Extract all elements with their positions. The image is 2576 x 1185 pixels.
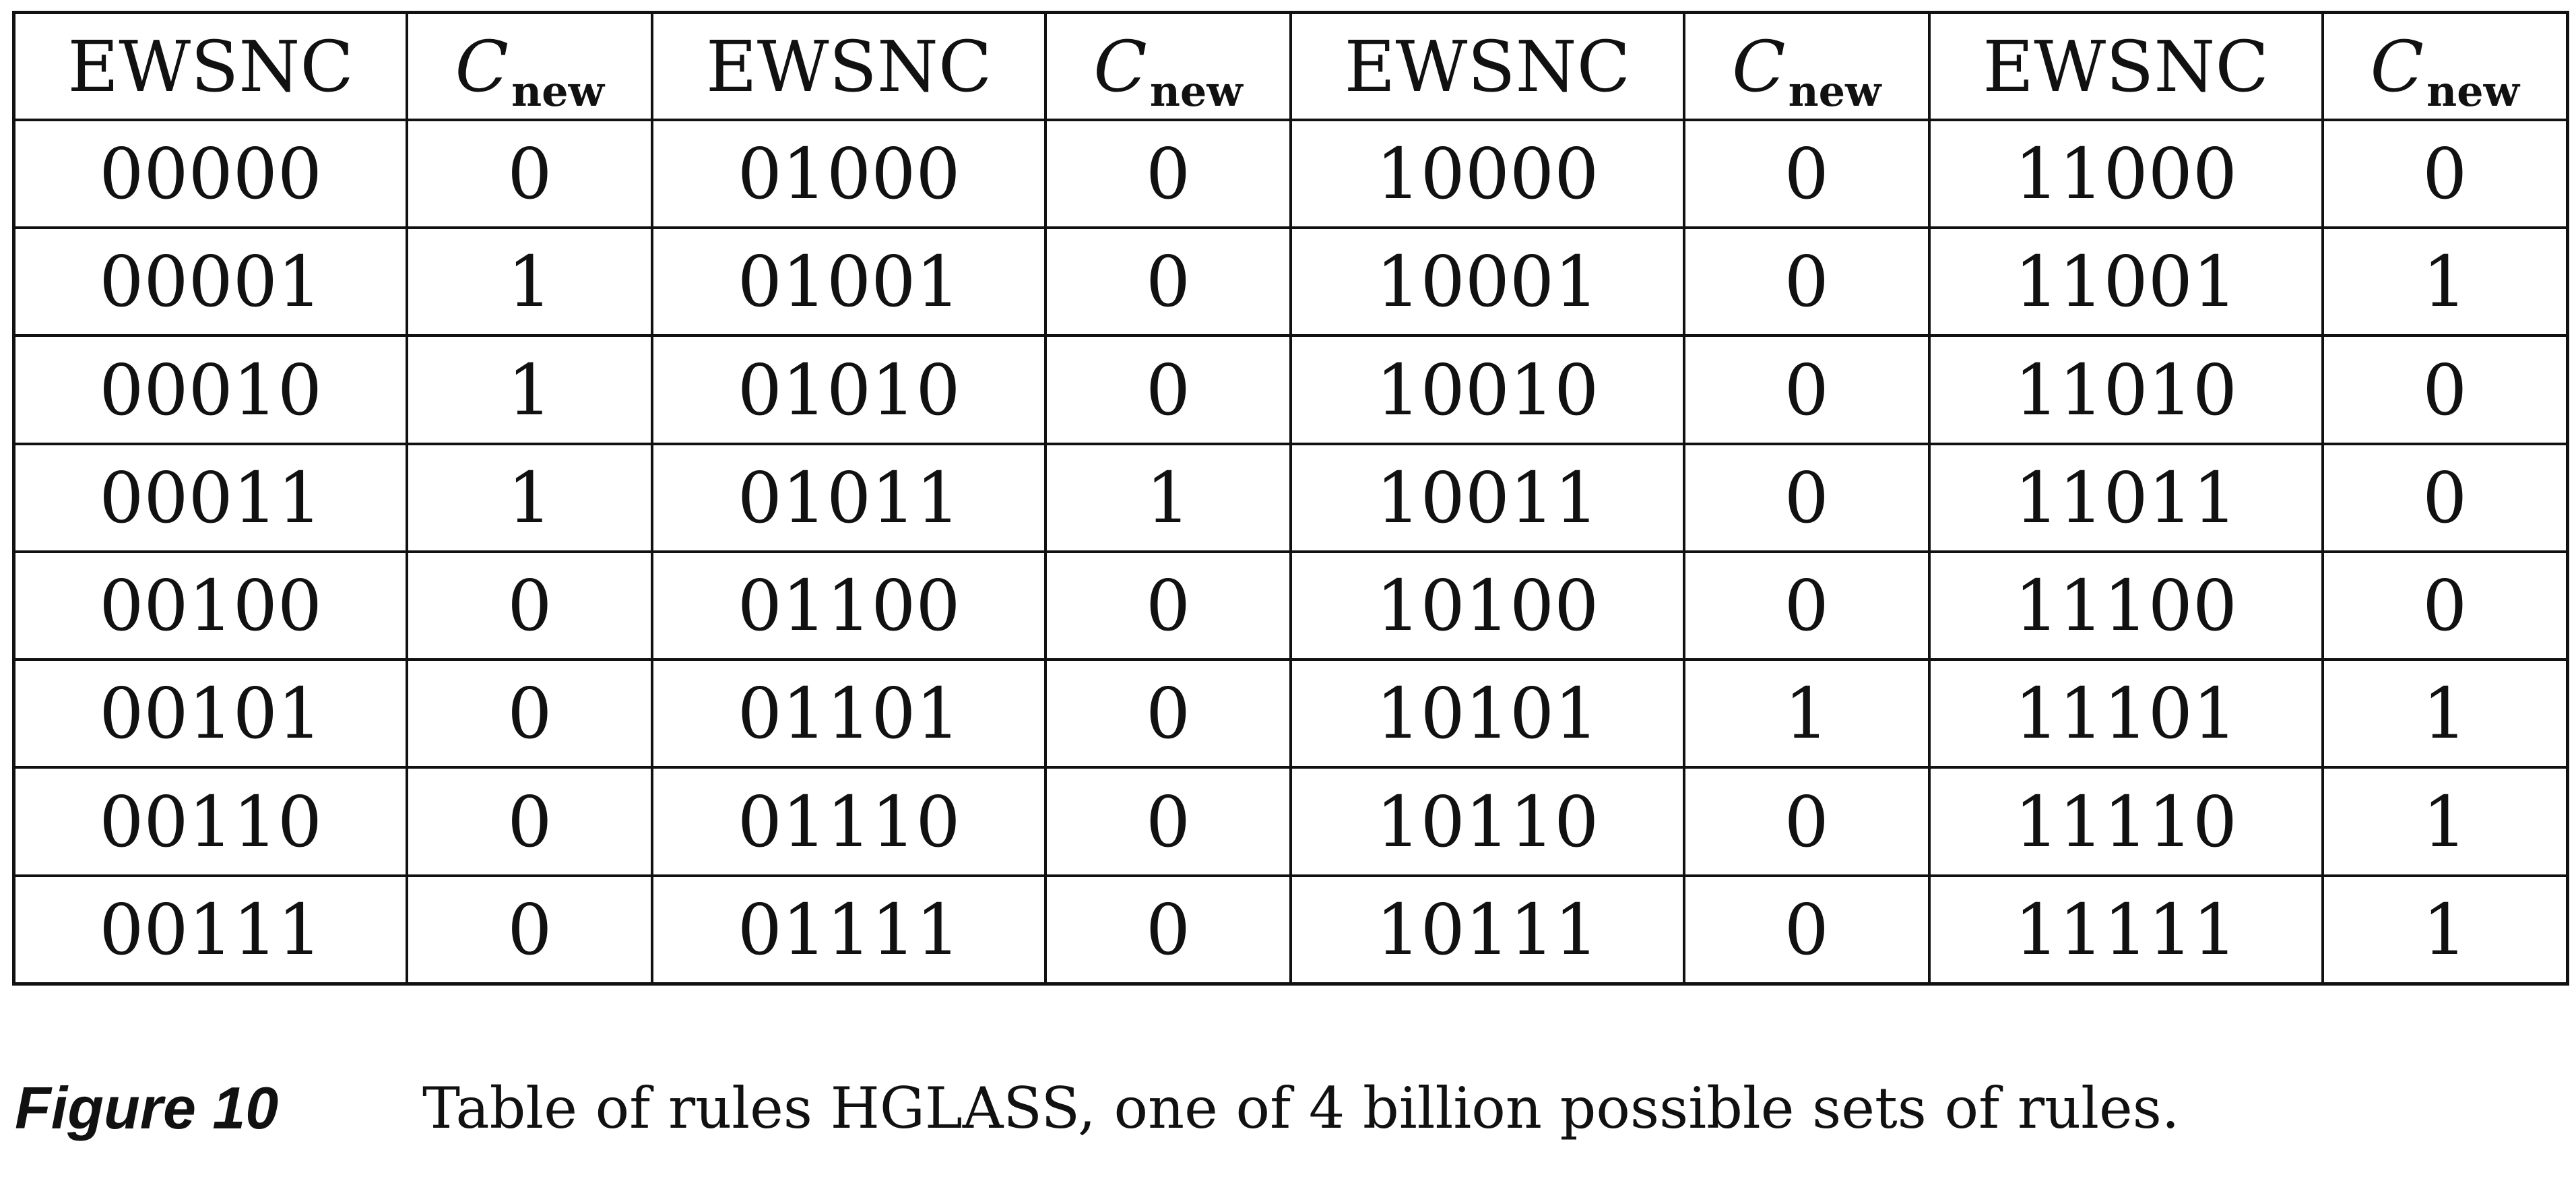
header-value-symbol: C	[1093, 25, 1147, 108]
table-row: 00001 1 01001 0 10001 0 11001 1	[12, 226, 2569, 338]
table-row: 00100 0 01100 0 10100 0 11100 0	[12, 550, 2569, 662]
rule-value-cell: 0	[1682, 874, 1931, 986]
header-value-symbol: C	[1732, 25, 1786, 108]
rule-code-cell: 10001	[1289, 226, 1685, 338]
rule-code-cell: 10110	[1289, 766, 1685, 877]
header-value-subscript: new	[511, 66, 605, 116]
rule-value-cell: 0	[1044, 118, 1292, 230]
header-code: EWSNC	[1927, 11, 2324, 121]
rule-code-cell: 11110	[1927, 766, 2324, 877]
rule-value-cell: 0	[1044, 226, 1292, 338]
rule-code-cell: 10010	[1289, 334, 1685, 445]
rule-value-cell: 0	[2321, 334, 2569, 445]
rule-code-cell: 10100	[1289, 550, 1685, 662]
rule-code-cell: 01001	[651, 226, 1048, 338]
rule-code-cell: 00110	[12, 766, 409, 877]
header-value: Cnew	[406, 11, 654, 121]
rule-value-cell: 1	[2321, 766, 2569, 877]
table-row: 00010 1 01010 0 10010 0 11010 0	[12, 334, 2569, 445]
rule-code-cell: 10000	[1289, 118, 1685, 230]
rule-value-cell: 0	[1682, 442, 1931, 553]
header-value-subscript: new	[1788, 66, 1881, 116]
rule-value-cell: 0	[2321, 118, 2569, 230]
header-value-subscript: new	[1149, 66, 1243, 116]
header-code: EWSNC	[12, 11, 409, 121]
rule-value-cell: 1	[2321, 874, 2569, 986]
rule-code-cell: 00001	[12, 226, 409, 338]
header-value-symbol: C	[455, 25, 509, 108]
header-value: Cnew	[2321, 11, 2569, 121]
rules-table: EWSNC Cnew EWSNC Cnew EWSNC Cnew EWSNC C…	[12, 11, 2569, 986]
rule-value-cell: 0	[1044, 766, 1292, 877]
figure-caption: Figure 10 Table of rules HGLASS, one of …	[15, 1061, 2180, 1155]
rule-code-cell: 01100	[651, 550, 1048, 662]
header-code: EWSNC	[1289, 11, 1685, 121]
rule-value-cell: 1	[406, 334, 654, 445]
rule-value-cell: 1	[2321, 226, 2569, 338]
rule-value-cell: 0	[1682, 550, 1931, 662]
table-row: 00110 0 01110 0 10110 0 11110 1	[12, 766, 2569, 877]
rule-value-cell: 0	[406, 658, 654, 769]
rule-code-cell: 11001	[1927, 226, 2324, 338]
rule-code-cell: 00011	[12, 442, 409, 553]
rule-value-cell: 0	[2321, 550, 2569, 662]
rule-code-cell: 10011	[1289, 442, 1685, 553]
rule-code-cell: 01110	[651, 766, 1048, 877]
rule-value-cell: 0	[1044, 874, 1292, 986]
rule-code-cell: 10101	[1289, 658, 1685, 769]
rule-value-cell: 0	[406, 874, 654, 986]
rule-value-cell: 0	[1682, 118, 1931, 230]
rule-value-cell: 0	[406, 766, 654, 877]
rule-value-cell: 0	[406, 550, 654, 662]
header-row: EWSNC Cnew EWSNC Cnew EWSNC Cnew EWSNC C…	[12, 11, 2569, 121]
rule-value-cell: 0	[1682, 334, 1931, 445]
rule-code-cell: 11011	[1927, 442, 2324, 553]
rule-value-cell: 1	[1682, 658, 1931, 769]
rule-code-cell: 00010	[12, 334, 409, 445]
rule-code-cell: 01111	[651, 874, 1048, 986]
rule-code-cell: 11111	[1927, 874, 2324, 986]
rule-value-cell: 0	[1682, 766, 1931, 877]
rule-code-cell: 01101	[651, 658, 1048, 769]
rule-value-cell: 0	[1044, 658, 1292, 769]
header-value-symbol: C	[2370, 25, 2424, 108]
rule-value-cell: 0	[1682, 226, 1931, 338]
rule-code-cell: 11101	[1927, 658, 2324, 769]
rule-code-cell: 01011	[651, 442, 1048, 553]
table-row: 00011 1 01011 1 10011 0 11011 0	[12, 442, 2569, 553]
rule-code-cell: 00000	[12, 118, 409, 230]
table-row: 00101 0 01101 0 10101 1 11101 1	[12, 658, 2569, 769]
figure-label: Figure 10	[15, 1075, 279, 1141]
header-value: Cnew	[1682, 11, 1931, 121]
header-code: EWSNC	[651, 11, 1048, 121]
rule-code-cell: 00111	[12, 874, 409, 986]
rule-code-cell: 10111	[1289, 874, 1685, 986]
rule-value-cell: 1	[2321, 658, 2569, 769]
rule-value-cell: 0	[1044, 334, 1292, 445]
rule-code-cell: 11000	[1927, 118, 2324, 230]
header-value: Cnew	[1044, 11, 1292, 121]
rule-value-cell: 1	[1044, 442, 1292, 553]
table-row: 00111 0 01111 0 10111 0 11111 1	[12, 874, 2569, 986]
rule-code-cell: 01010	[651, 334, 1048, 445]
rule-code-cell: 11010	[1927, 334, 2324, 445]
rule-value-cell: 0	[406, 118, 654, 230]
rule-code-cell: 01000	[651, 118, 1048, 230]
table-row: 00000 0 01000 0 10000 0 11000 0	[12, 118, 2569, 230]
header-value-subscript: new	[2426, 66, 2519, 116]
rule-value-cell: 0	[2321, 442, 2569, 553]
rule-value-cell: 1	[406, 442, 654, 553]
rule-code-cell: 00100	[12, 550, 409, 662]
rule-value-cell: 1	[406, 226, 654, 338]
rule-code-cell: 11100	[1927, 550, 2324, 662]
caption-text: Table of rules HGLASS, one of 4 billion …	[422, 1075, 2180, 1141]
rule-value-cell: 0	[1044, 550, 1292, 662]
rule-code-cell: 00101	[12, 658, 409, 769]
